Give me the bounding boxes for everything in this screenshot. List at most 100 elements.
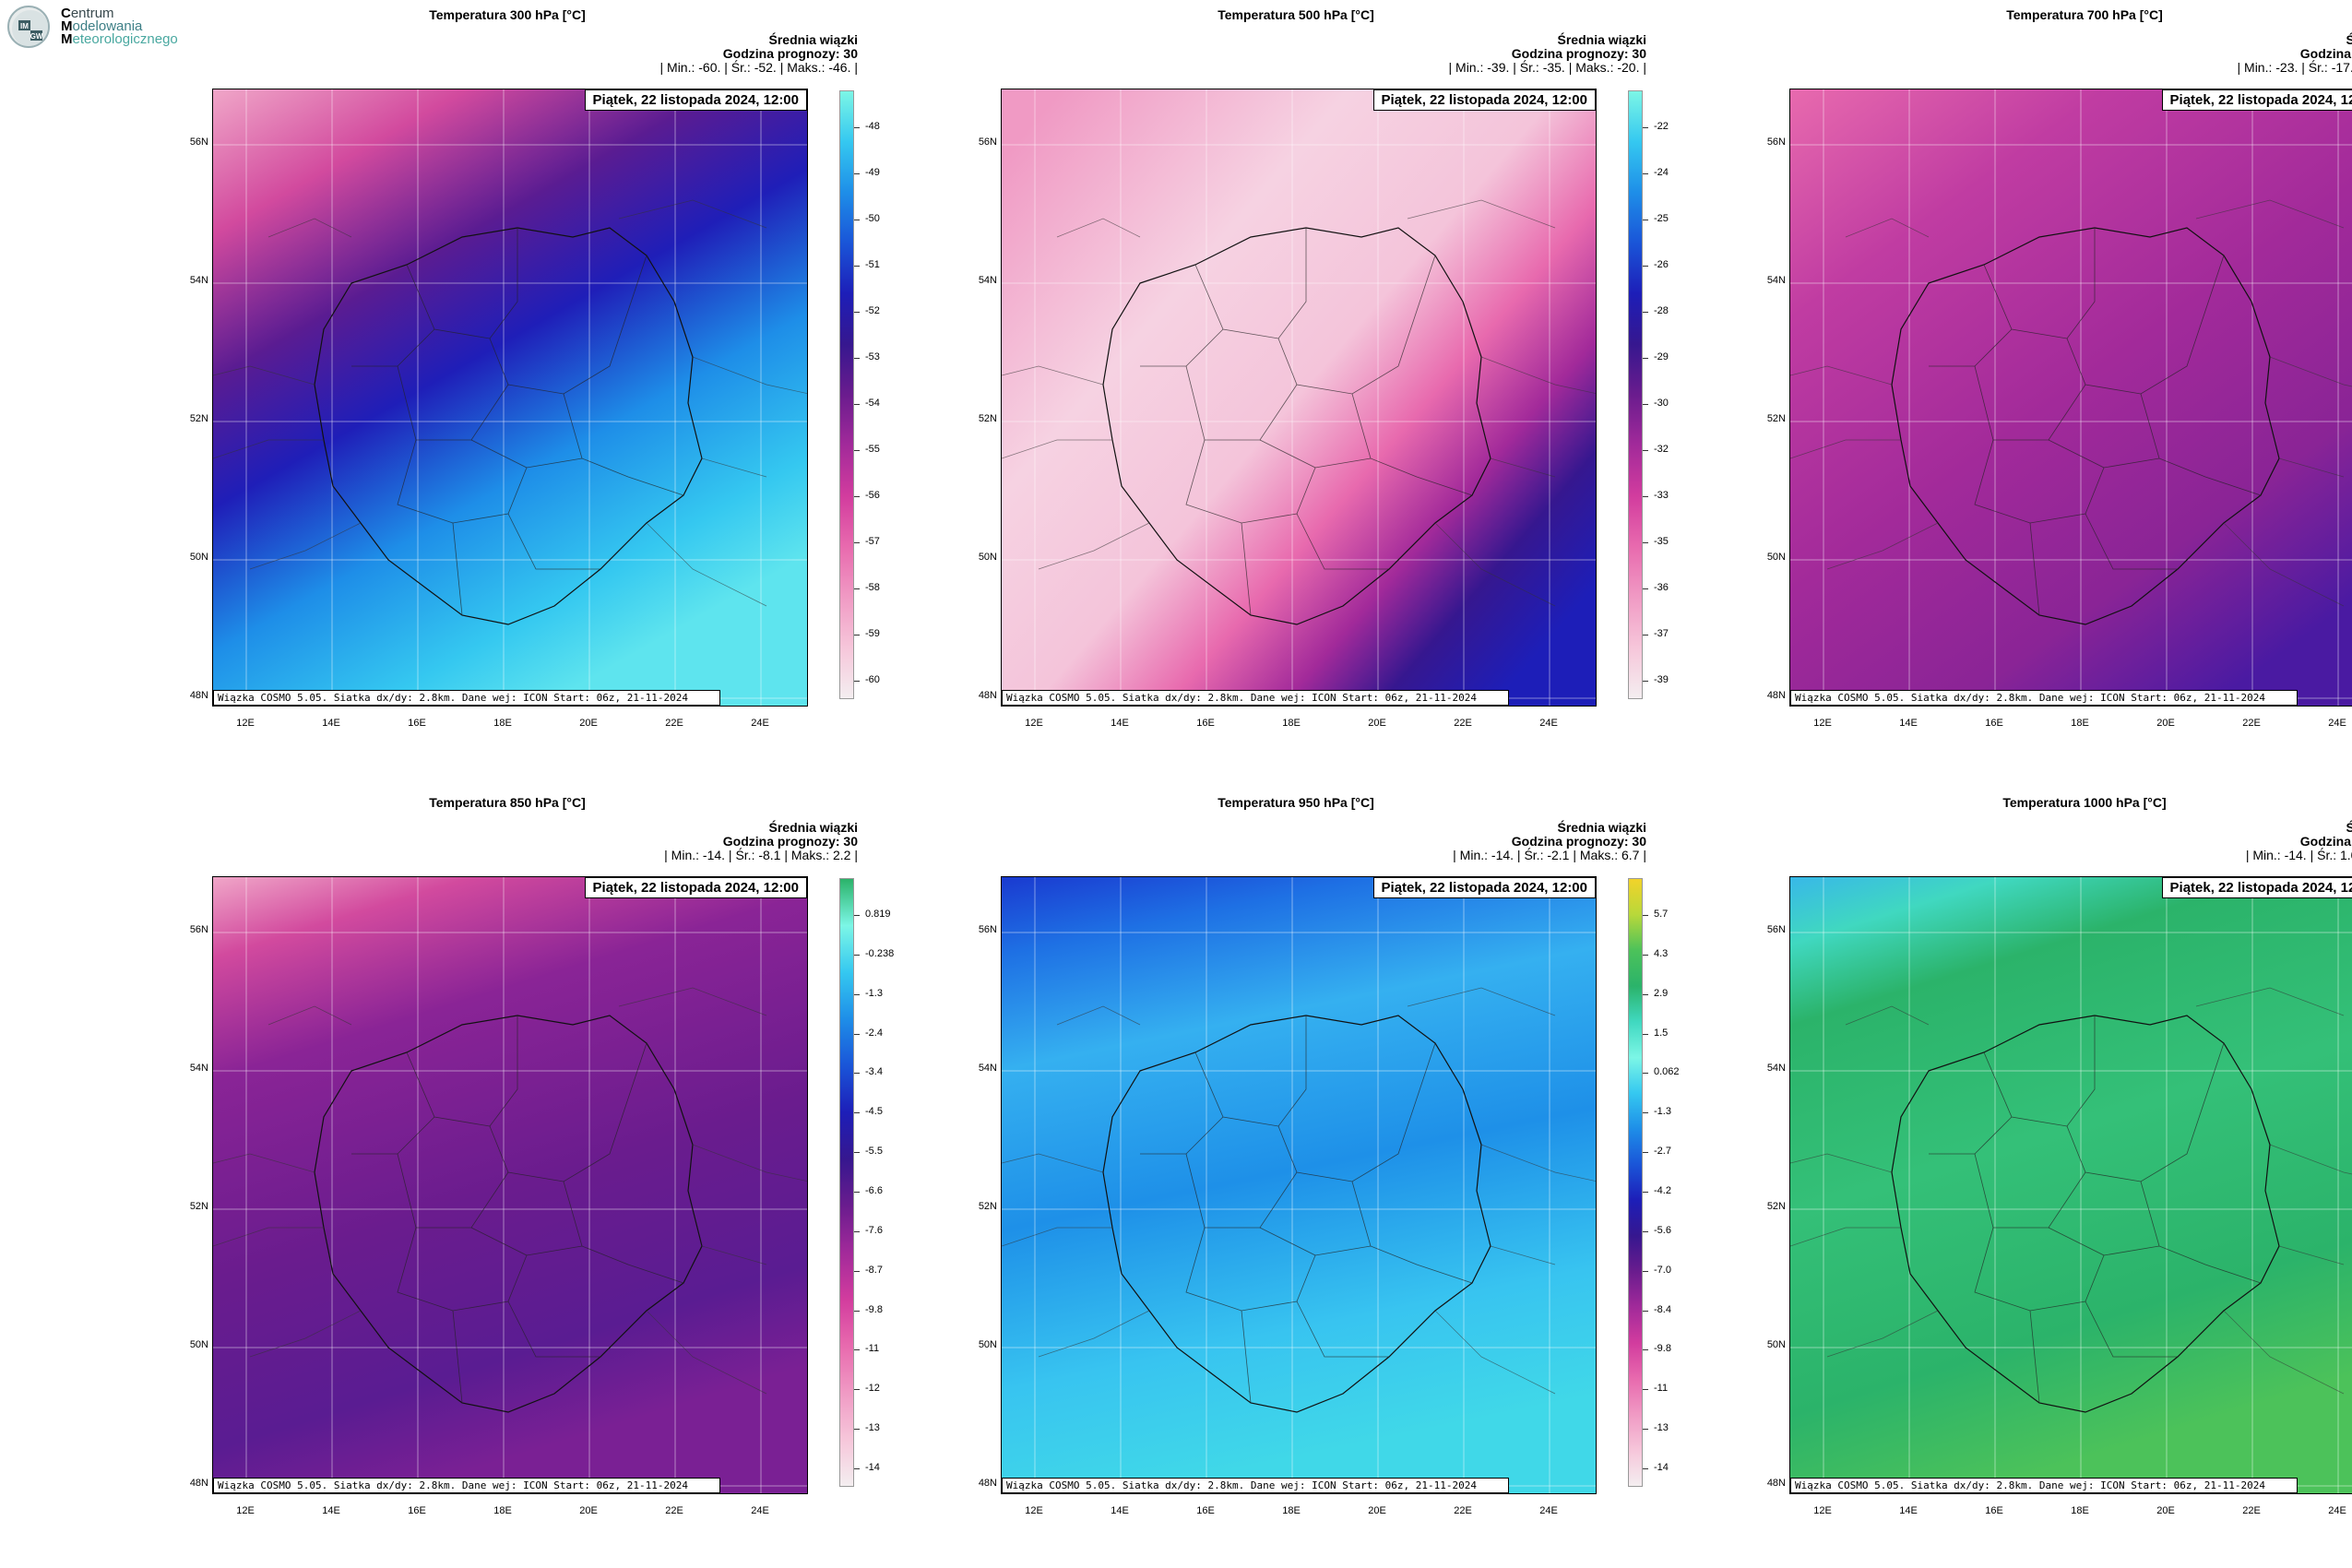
- colorbar-tick: [1643, 450, 1648, 451]
- model-footer: Wiązka COSMO 5.05. Siatka dx/dy: 2.8km. …: [1790, 690, 2298, 706]
- lat-label: 50N: [978, 552, 997, 563]
- colorbar-tick-label: -3.4: [865, 1066, 883, 1078]
- colorbar: [839, 90, 854, 699]
- colorbar-tick: [1643, 1468, 1648, 1469]
- panel-title: Temperatura 850 hPa [°C]: [120, 795, 895, 810]
- colorbar-tick: [1643, 588, 1648, 589]
- colorbar-tick: [854, 954, 860, 956]
- colorbar-tick: [854, 312, 860, 313]
- lat-label: 56N: [1766, 924, 1786, 935]
- avg-label: Średnia wiązki: [768, 32, 858, 47]
- lon-label: 18E: [2071, 1505, 2089, 1516]
- avg-label: Średnia wiązki: [2346, 820, 2352, 835]
- colorbar-tick: [854, 588, 860, 589]
- colorbar-tick-label: -12: [865, 1383, 880, 1395]
- colorbar-tick-label: -52: [865, 305, 880, 316]
- date-label: Piątek, 22 listopada 2024, 12:00: [1372, 89, 1596, 111]
- colorbar-tick: [1643, 915, 1648, 916]
- date-label: Piątek, 22 listopada 2024, 12:00: [1372, 877, 1596, 898]
- colorbar-tick-label: 5.7: [1654, 909, 1669, 920]
- panel-title-text: Temperatura 950 hPa [°C]: [1218, 795, 1374, 810]
- lon-label: 24E: [751, 718, 769, 729]
- lat-label: 52N: [189, 1201, 208, 1212]
- lon-label: 20E: [1368, 1505, 1386, 1516]
- colorbar-tick: [1643, 1429, 1648, 1431]
- colorbar-tick-label: 0.819: [865, 909, 891, 920]
- panel-title: Temperatura 700 hPa [°C]: [1697, 7, 2352, 22]
- lon-label: 18E: [2071, 718, 2089, 729]
- map-field: [1790, 877, 2352, 1493]
- lon-label: 24E: [1539, 1505, 1558, 1516]
- colorbar-tick: [854, 542, 860, 543]
- temperature-map[interactable]: Piątek, 22 listopada 2024, 12:00 Wiązka …: [1789, 876, 2352, 1494]
- map-field: [1002, 877, 1596, 1493]
- colorbar-tick-label: -59: [865, 628, 880, 639]
- lat-label: 50N: [189, 1339, 208, 1350]
- avg-label: Średnia wiązki: [2346, 32, 2352, 47]
- colorbar-tick-label: -56: [865, 490, 880, 501]
- colorbar: [839, 878, 854, 1487]
- imgw-logo-text: Centrum Modelowania Meteorologicznego: [61, 6, 178, 47]
- lat-label: 54N: [978, 1063, 997, 1074]
- colorbar-tick-label: -26: [1654, 259, 1669, 270]
- colorbar-tick-label: -6.6: [865, 1185, 883, 1196]
- forecast-hour-label: Godzina prognozy: 30: [1511, 834, 1646, 849]
- avg-label: Średnia wiązki: [1557, 32, 1646, 47]
- imgw-logo: IM GW Centrum Modelowania Meteorologiczn…: [7, 6, 192, 50]
- colorbar-tick: [1643, 681, 1648, 682]
- colorbar-tick-label: -37: [1654, 628, 1669, 639]
- panel-title-text: Temperatura 300 hPa [°C]: [429, 7, 586, 22]
- colorbar-tick-label: -58: [865, 582, 880, 593]
- temperature-map[interactable]: Piątek, 22 listopada 2024, 12:00 Wiązka …: [212, 876, 808, 1494]
- neighbor-borders: [1002, 987, 1596, 1395]
- colorbar-tick-label: 1.5: [1654, 1027, 1669, 1039]
- colorbar-tick: [854, 127, 860, 128]
- lon-label: 22E: [665, 718, 683, 729]
- temperature-map[interactable]: Piątek, 22 listopada 2024, 12:00 Wiązka …: [1789, 89, 2352, 707]
- colorbar-tick-label: -24: [1654, 167, 1669, 178]
- map-field: [1790, 89, 2352, 706]
- colorbar-tick: [854, 1073, 860, 1075]
- model-footer: Wiązka COSMO 5.05. Siatka dx/dy: 2.8km. …: [213, 690, 720, 706]
- lon-label: 16E: [1196, 718, 1215, 729]
- lat-label: 54N: [189, 1063, 208, 1074]
- lon-label: 22E: [1454, 718, 1472, 729]
- neighbor-borders: [1790, 199, 2352, 607]
- map-panel: Temperatura 850 hPa [°C] Średnia wiązki …: [120, 795, 895, 1561]
- lon-label: 14E: [322, 1505, 340, 1516]
- lon-label: 14E: [1899, 718, 1918, 729]
- lon-label: 14E: [1111, 1505, 1129, 1516]
- colorbar-tick-label: -14: [865, 1462, 880, 1473]
- lon-label: 12E: [1813, 718, 1832, 729]
- colorbar-tick: [854, 173, 860, 174]
- colorbar-tick: [854, 266, 860, 267]
- date-label: Piątek, 22 listopada 2024, 12:00: [2161, 877, 2352, 898]
- forecast-hour-label: Godzina prognozy: 30: [2299, 834, 2352, 849]
- lat-label: 54N: [1766, 1063, 1786, 1074]
- lon-label: 24E: [751, 1505, 769, 1516]
- colorbar-tick: [1643, 173, 1648, 174]
- colorbar-tick: [1643, 312, 1648, 313]
- lon-label: 18E: [1282, 1505, 1301, 1516]
- lon-label: 12E: [1025, 718, 1043, 729]
- panel-title: Temperatura 950 hPa [°C]: [909, 795, 1683, 810]
- temperature-map[interactable]: Piątek, 22 listopada 2024, 12:00 Wiązka …: [1001, 876, 1597, 1494]
- lon-label: 22E: [2242, 1505, 2261, 1516]
- panel-stats: Średnia wiązki Godzina prognozy: 30 | Mi…: [1453, 821, 1646, 862]
- colorbar-tick-label: -32: [1654, 444, 1669, 455]
- panel-title-text: Temperatura 1000 hPa [°C]: [2002, 795, 2167, 810]
- colorbar-tick: [1643, 358, 1648, 359]
- colorbar-tick-label: -28: [1654, 305, 1669, 316]
- colorbar-tick-label: 2.9: [1654, 987, 1669, 999]
- lat-label: 48N: [978, 1478, 997, 1489]
- colorbar-tick: [1643, 1389, 1648, 1391]
- map-panel: Temperatura 1000 hPa [°C] Średnia wiązki…: [1697, 795, 2352, 1561]
- temperature-map[interactable]: Piątek, 22 listopada 2024, 12:00 Wiązka …: [212, 89, 808, 707]
- temperature-map[interactable]: Piątek, 22 listopada 2024, 12:00 Wiązka …: [1001, 89, 1597, 707]
- lat-label: 54N: [978, 275, 997, 286]
- map-panel: Temperatura 950 hPa [°C] Średnia wiązki …: [909, 795, 1683, 1561]
- colorbar-tick-label: -51: [865, 259, 880, 270]
- lon-label: 16E: [1985, 718, 2003, 729]
- lon-label: 16E: [1196, 1505, 1215, 1516]
- colorbar-tick: [854, 404, 860, 405]
